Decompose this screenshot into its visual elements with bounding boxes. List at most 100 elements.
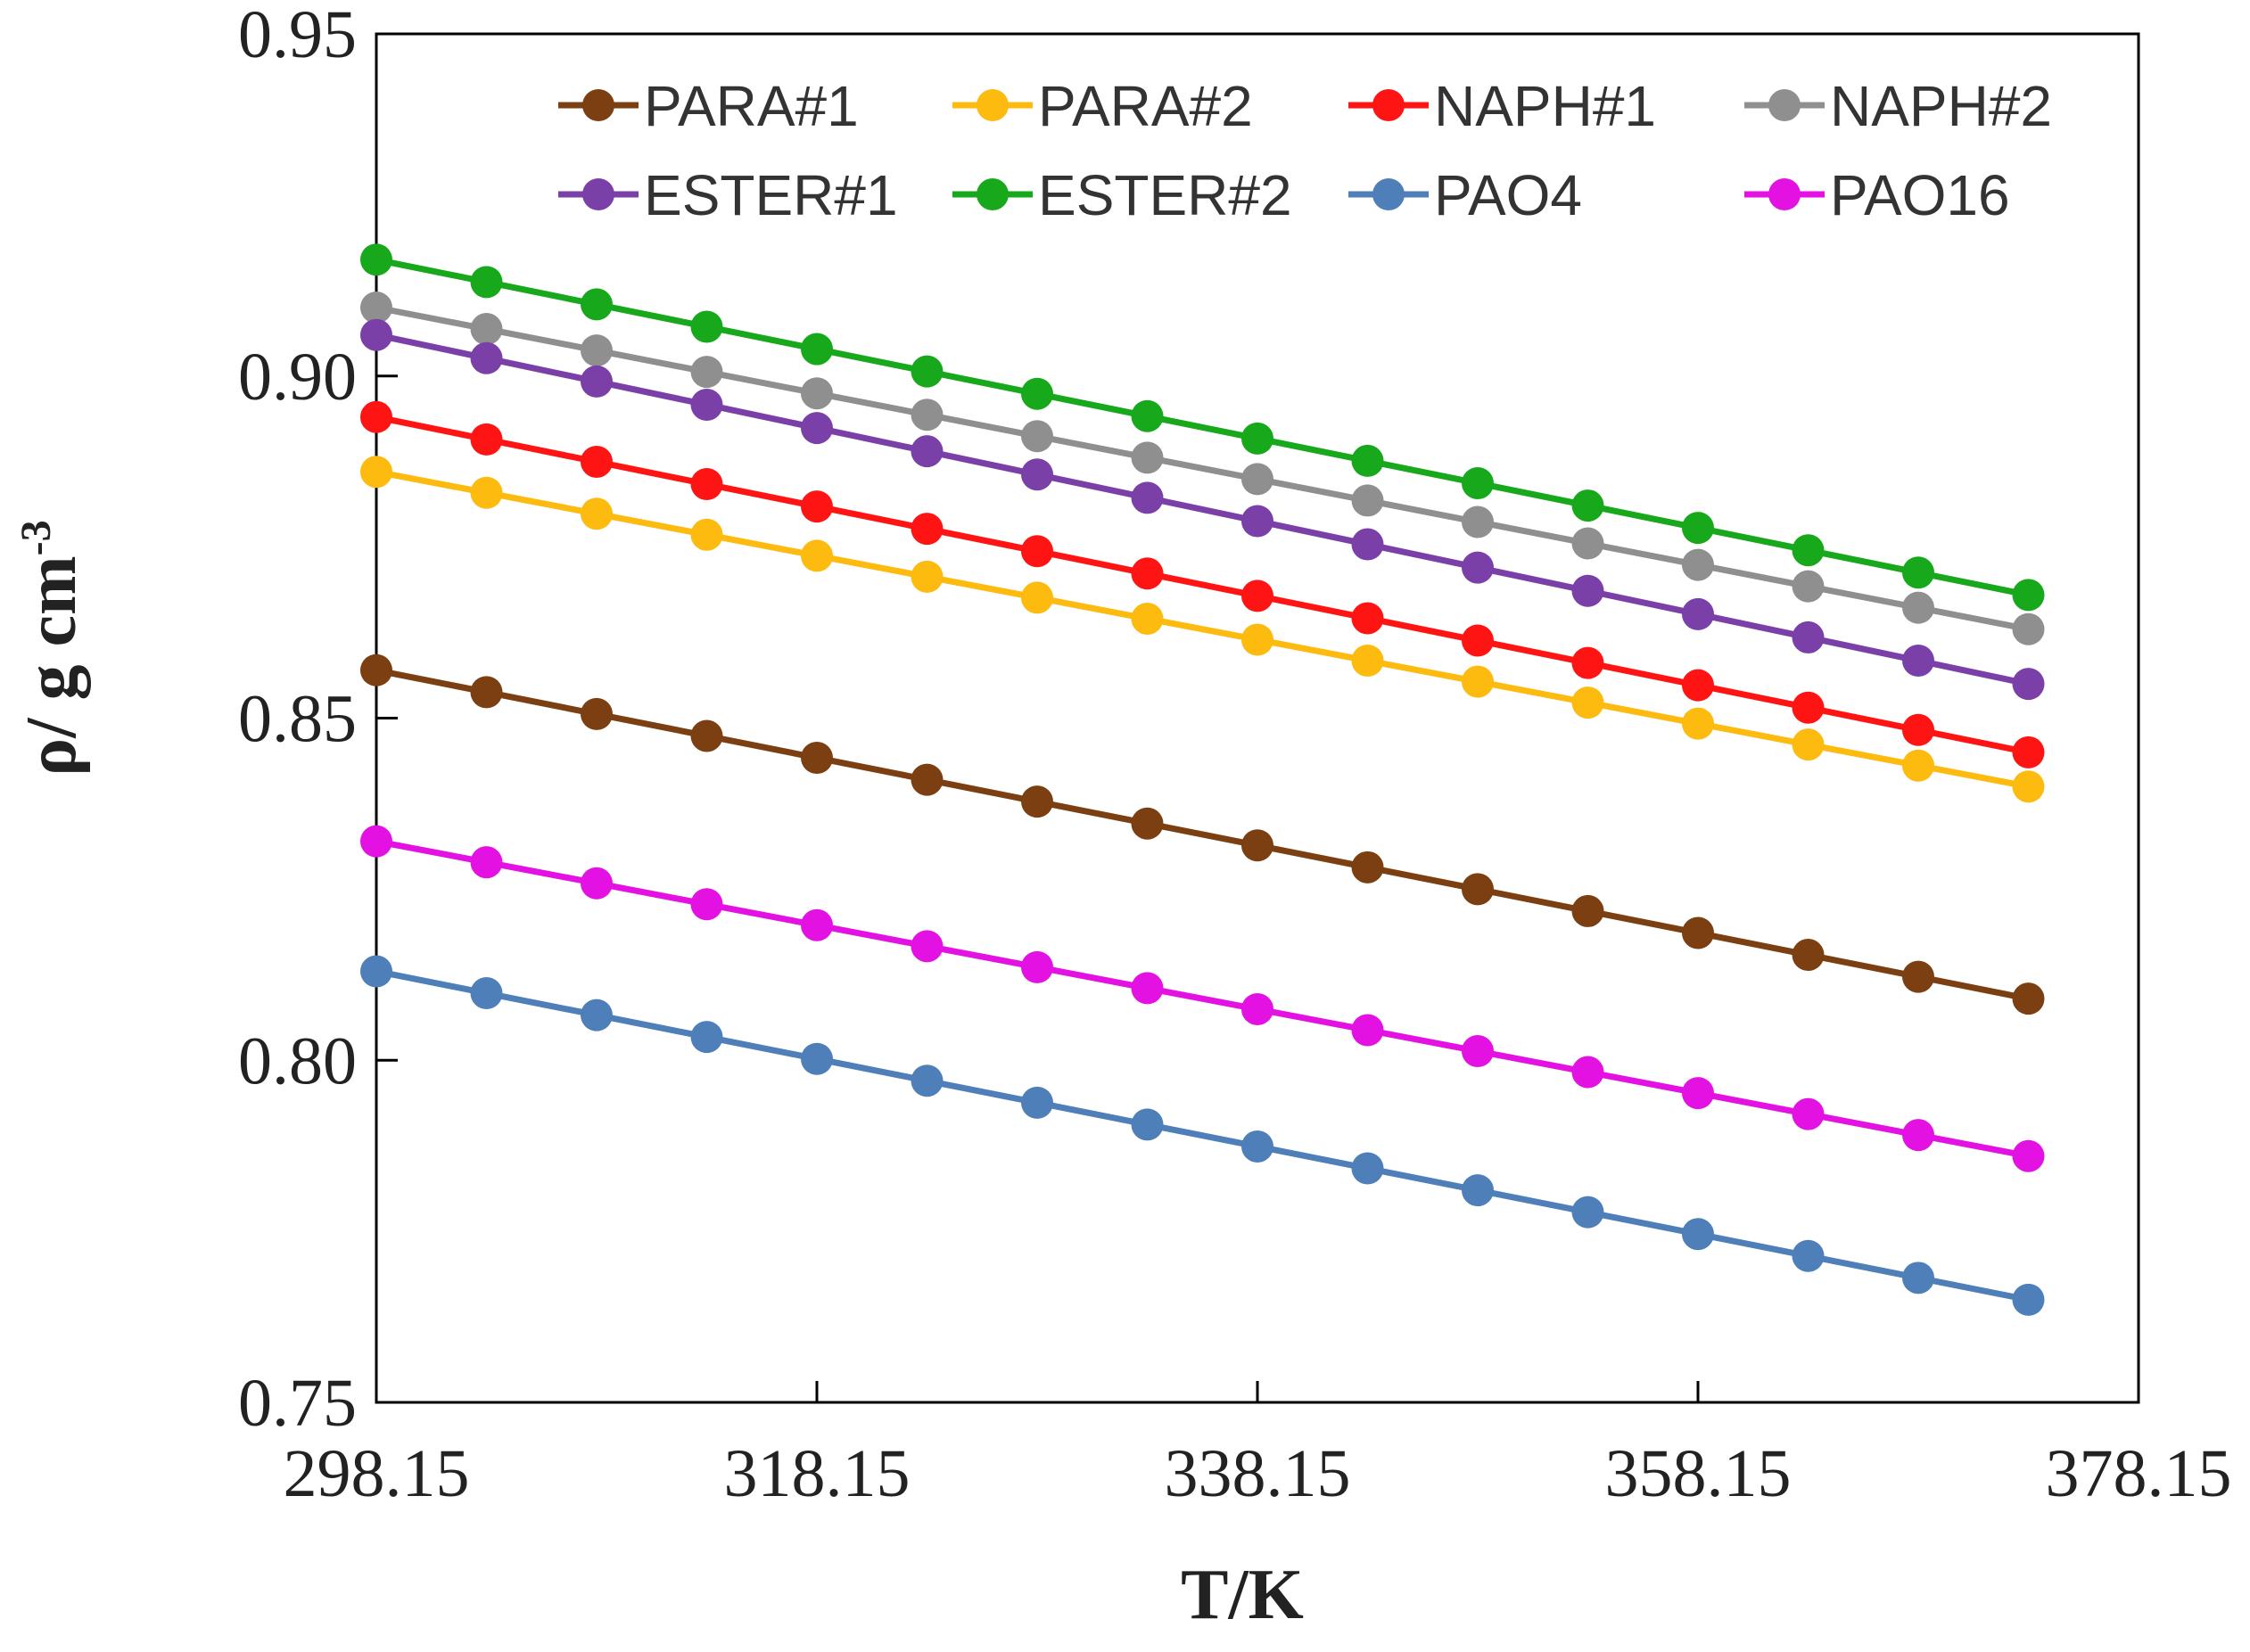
data-point-para1 xyxy=(1792,939,1825,972)
data-point-naph1 xyxy=(1902,713,1934,746)
x-tick-label: 338.15 xyxy=(1165,1436,1351,1511)
data-point-ester2 xyxy=(1902,556,1934,589)
x-tick-label: 318.15 xyxy=(724,1436,911,1511)
data-point-naph1 xyxy=(1792,691,1825,724)
legend-entry-ester2: ESTER#2 xyxy=(952,163,1292,227)
data-point-pao4 xyxy=(1351,1152,1384,1185)
y-tick-label: 0.80 xyxy=(238,1023,357,1098)
legend-label: ESTER#1 xyxy=(644,163,898,227)
legend-entry-naph2: NAPH#2 xyxy=(1744,74,2052,138)
x-tick-label: 358.15 xyxy=(1605,1436,1792,1511)
data-point-ester1 xyxy=(1902,645,1934,678)
data-point-para2 xyxy=(1682,707,1714,740)
data-point-pao4 xyxy=(1462,1174,1494,1207)
data-point-naph1 xyxy=(1682,669,1714,702)
data-point-para2 xyxy=(2012,770,2045,803)
legend-label: PAO4 xyxy=(1434,163,1582,227)
data-point-para1 xyxy=(690,719,723,752)
data-point-pao16 xyxy=(1682,1077,1714,1110)
data-point-para2 xyxy=(1571,686,1604,719)
data-point-pao16 xyxy=(911,930,944,963)
series-ester1 xyxy=(360,318,2045,701)
data-point-para2 xyxy=(1241,623,1273,656)
y-tick-label: 0.95 xyxy=(238,0,357,72)
series-pao16 xyxy=(360,825,2045,1172)
series-para1 xyxy=(360,653,2045,1015)
data-point-naph2 xyxy=(1462,505,1494,538)
data-point-naph1 xyxy=(2012,736,2045,768)
data-point-pao16 xyxy=(801,908,833,941)
data-point-naph1 xyxy=(1021,535,1053,568)
x-axis-title: T/K xyxy=(1181,1556,1304,1634)
data-point-naph1 xyxy=(581,445,613,478)
data-point-pao4 xyxy=(1021,1086,1053,1119)
data-point-naph1 xyxy=(911,513,944,546)
data-point-naph2 xyxy=(801,377,833,410)
data-point-pao4 xyxy=(1131,1108,1164,1141)
data-point-naph2 xyxy=(360,292,392,324)
legend-label: PARA#1 xyxy=(644,74,859,138)
data-point-para1 xyxy=(581,697,613,730)
data-point-pao4 xyxy=(581,999,613,1031)
data-point-ester2 xyxy=(801,333,833,366)
data-point-ester2 xyxy=(1571,489,1604,522)
legend-swatch-marker xyxy=(977,178,1009,210)
data-point-naph2 xyxy=(2012,612,2045,645)
legend-entry-pao16: PAO16 xyxy=(1744,163,2010,227)
data-point-naph2 xyxy=(1792,570,1825,603)
data-point-pao4 xyxy=(1571,1196,1604,1229)
data-point-pao4 xyxy=(2012,1283,2045,1316)
data-point-para1 xyxy=(1351,851,1384,884)
data-point-ester1 xyxy=(1021,458,1053,491)
legend-entry-ester1: ESTER#1 xyxy=(558,163,898,227)
legend-swatch-marker xyxy=(582,178,614,210)
y-axis-title: ρ/ g cm-3 xyxy=(12,520,91,776)
series-para2 xyxy=(360,456,2045,803)
data-point-ester1 xyxy=(1682,597,1714,630)
data-point-pao16 xyxy=(470,846,503,879)
data-point-pao4 xyxy=(690,1021,723,1054)
legend-entry-para2: PARA#2 xyxy=(952,74,1253,138)
data-point-ester1 xyxy=(360,318,392,351)
axis-titles: T/K ρ/ g cm-3 xyxy=(12,520,1304,1634)
legend-label: NAPH#1 xyxy=(1434,74,1656,138)
data-point-ester2 xyxy=(2012,579,2045,612)
data-point-para2 xyxy=(1351,645,1384,678)
data-point-pao4 xyxy=(1902,1262,1934,1294)
data-point-naph2 xyxy=(1682,548,1714,581)
data-point-para2 xyxy=(801,539,833,572)
data-point-pao16 xyxy=(690,888,723,921)
series-naph1 xyxy=(360,400,2045,768)
data-point-pao16 xyxy=(1462,1035,1494,1068)
data-point-naph2 xyxy=(581,334,613,367)
data-point-ester1 xyxy=(1571,574,1604,607)
data-point-ester2 xyxy=(581,288,613,321)
data-point-pao4 xyxy=(1682,1218,1714,1251)
series-pao4 xyxy=(360,955,2045,1316)
legend-label: NAPH#2 xyxy=(1830,74,2052,138)
data-point-para1 xyxy=(1462,873,1494,906)
data-point-para1 xyxy=(1021,785,1053,818)
data-point-naph2 xyxy=(1571,527,1604,560)
series-line-ester2 xyxy=(375,256,2030,598)
data-point-ester1 xyxy=(2012,668,2045,701)
data-point-ester1 xyxy=(690,388,723,421)
data-point-ester1 xyxy=(1462,551,1494,584)
data-point-para1 xyxy=(1131,807,1164,840)
data-point-para2 xyxy=(911,560,944,593)
series-line-para2 xyxy=(375,468,2030,790)
y-tick-label: 0.85 xyxy=(238,682,357,757)
data-point-naph2 xyxy=(911,399,944,431)
data-point-pao16 xyxy=(1241,992,1273,1025)
plot-axes: 0.75 0.80 0.85 0.90 0.95 298.15 318.15 338.15 35… xyxy=(238,0,2232,1511)
data-point-ester1 xyxy=(1131,481,1164,514)
data-point-para2 xyxy=(1792,728,1825,761)
data-point-para2 xyxy=(1021,581,1053,614)
data-point-ester1 xyxy=(1241,505,1273,538)
legend-swatch-marker xyxy=(582,89,614,121)
data-point-ester1 xyxy=(911,435,944,468)
data-point-para1 xyxy=(1241,829,1273,862)
data-point-naph1 xyxy=(690,468,723,501)
legend: PARA#1 PARA#2 NAPH#1 NAPH#2 ESTER#1 ESTER#2 PA… xyxy=(558,74,2052,227)
data-point-ester1 xyxy=(1792,621,1825,653)
